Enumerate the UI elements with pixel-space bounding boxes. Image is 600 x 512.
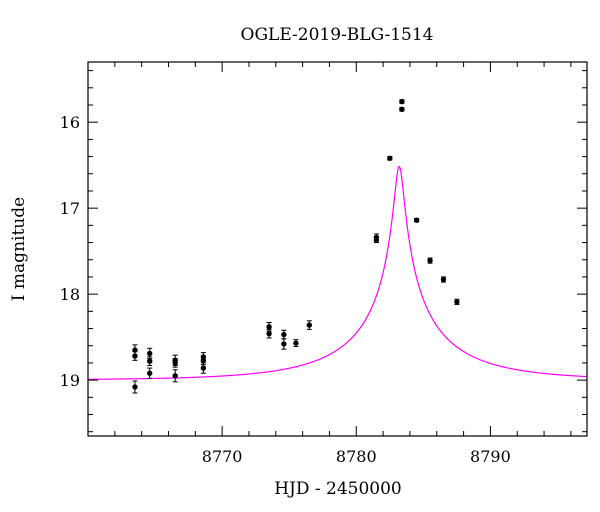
data-point-16	[293, 340, 299, 346]
x-tick-label: 8790	[470, 447, 511, 466]
data-point-8	[172, 373, 178, 379]
data-point-10	[200, 357, 207, 364]
data-point-5	[147, 370, 153, 376]
data-point-14	[281, 331, 287, 338]
y-tick-label: 16	[60, 113, 80, 132]
data-point-20	[387, 155, 393, 161]
x-tick-label: 8770	[202, 447, 243, 466]
x-tick-label: 8780	[336, 447, 377, 466]
data-point-22	[399, 106, 405, 112]
chart-title: OGLE-2019-BLG-1514	[241, 25, 434, 45]
data-point-19	[373, 237, 380, 243]
y-tick-label: 19	[60, 371, 80, 390]
data-points-layer	[132, 98, 460, 394]
data-point-17	[306, 322, 313, 328]
data-point-15	[281, 341, 287, 347]
data-point-25	[440, 276, 447, 283]
plot-frame	[87, 61, 588, 437]
data-point-4	[147, 358, 153, 364]
data-point-3	[147, 350, 153, 357]
data-point-11	[200, 365, 207, 371]
y-tick-label: 18	[60, 285, 80, 304]
y-axis-label: I magnitude	[9, 197, 29, 301]
y-tick-label: 17	[60, 199, 80, 218]
x-axis-label: HJD - 2450000	[274, 479, 402, 499]
data-point-21	[399, 98, 405, 105]
data-point-2	[132, 384, 138, 390]
data-point-24	[427, 257, 433, 264]
model-curve	[88, 165, 588, 380]
data-point-1	[132, 353, 138, 359]
axis-ticks-layer: 8770 8780 8790 16 17 18 19	[60, 62, 587, 466]
data-point-26	[454, 299, 460, 305]
data-point-23	[413, 217, 420, 223]
data-point-12	[266, 324, 272, 330]
data-point-13	[266, 330, 272, 337]
data-point-7	[172, 360, 178, 366]
model-curve-layer	[88, 165, 588, 380]
